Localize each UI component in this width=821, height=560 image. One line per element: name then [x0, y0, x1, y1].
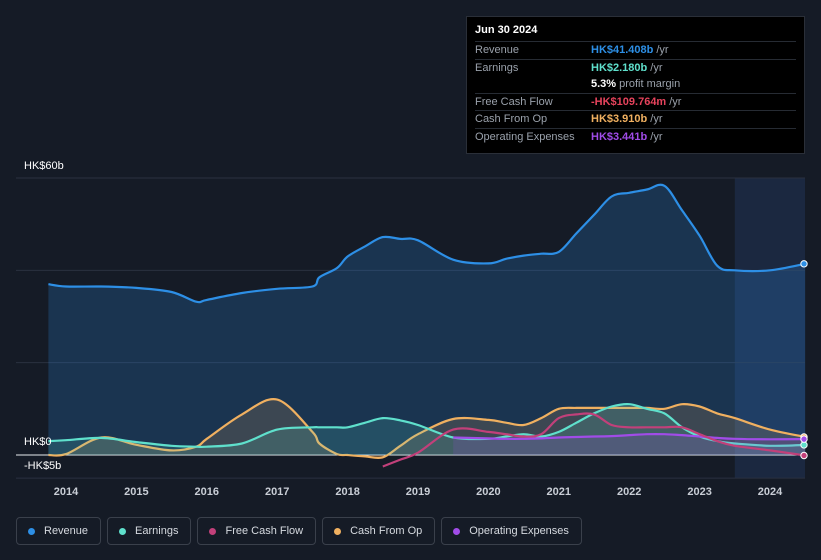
tooltip-row-unit: /yr	[650, 113, 663, 125]
tooltip-row: Free Cash Flow -HK$109.764m/yr	[475, 92, 796, 111]
free-cash-flow-end-marker	[800, 451, 808, 460]
tooltip-date: Jun 30 2024	[475, 24, 538, 36]
legend-label: Earnings	[135, 525, 179, 537]
operating-expenses-end-marker	[800, 435, 808, 443]
legend-label: Operating Expenses	[469, 525, 569, 537]
x-tick-label: 2024	[757, 486, 783, 498]
x-tick-label: 2023	[687, 486, 712, 498]
revenue-end-marker	[800, 260, 808, 268]
tooltip-row-label: Revenue	[475, 44, 520, 56]
legend-dot-icon	[28, 527, 35, 535]
operating-expenses-line	[453, 433, 806, 441]
legend-dot-icon	[119, 527, 127, 535]
x-tick-label: 2016	[194, 486, 220, 498]
x-tick-label: 2019	[405, 486, 431, 498]
x-tick-label: 2018	[335, 486, 360, 498]
legend-item-earnings[interactable]: Earnings	[107, 517, 192, 545]
tooltip-row-value: HK$2.180b	[591, 61, 648, 74]
tooltip-row: Revenue HK$41.408b/yr	[475, 41, 796, 59]
tooltip-row-value: 5.3%	[591, 78, 617, 90]
tooltip-row-label: Earnings	[475, 61, 519, 74]
tooltip-row-unit: profit margin	[619, 78, 681, 90]
tooltip-row-unit: /yr	[656, 44, 669, 56]
x-tick-label: 2021	[546, 486, 572, 498]
legend-item-operating-expenses[interactable]: Operating Expenses	[441, 517, 582, 545]
tooltip-row-value: HK$3.910b	[591, 113, 648, 125]
free-cash-flow-line	[382, 412, 806, 468]
legend-label: Revenue	[44, 525, 89, 537]
x-tick-label: 2017	[264, 486, 290, 498]
x-tick-label: 2014	[53, 486, 79, 498]
tooltip-row-value: -HK$109.764m	[591, 95, 667, 108]
revenue-line	[48, 183, 806, 304]
tooltip-row-value: HK$3.441b	[591, 130, 648, 143]
tooltip-row: Earnings HK$2.180b/yr	[475, 58, 796, 77]
y-axis-zero-label: HK$0	[24, 436, 52, 448]
x-tick-label: 2022	[616, 486, 642, 498]
tooltip-row-unit: /yr	[650, 61, 663, 74]
tooltip-row-label: Cash From Op	[475, 113, 548, 125]
chart-legend: Revenue Earnings Free Cash Flow Cash From O…	[16, 517, 582, 545]
x-tick-label: 2020	[476, 486, 501, 498]
chart-area	[16, 177, 808, 479]
tooltip-row: Operating Expenses HK$3.441b/yr	[475, 127, 796, 146]
tooltip-row-value: HK$41.408b	[591, 44, 654, 56]
y-axis-top-label: HK$60b	[24, 160, 64, 172]
legend-dot-icon	[209, 527, 217, 535]
data-tooltip: Jun 30 2024 Revenue HK$41.408b/yr Earnings…	[466, 16, 805, 154]
tooltip-row: 5.3% profit margin	[475, 76, 796, 93]
legend-item-revenue[interactable]: Revenue	[16, 517, 102, 545]
tooltip-row-label: Free Cash Flow	[475, 95, 553, 108]
highlight-band	[734, 178, 805, 479]
tooltip-row-label: Operating Expenses	[475, 130, 575, 143]
earnings-area	[48, 404, 806, 455]
revenue-area	[48, 184, 806, 456]
legend-item-cash-from-op[interactable]: Cash From Op	[322, 517, 436, 545]
legend-dot-icon	[453, 527, 461, 535]
legend-item-free-cash-flow[interactable]: Free Cash Flow	[197, 517, 317, 545]
legend-dot-icon	[334, 527, 342, 535]
y-axis-bottom-label: -HK$5b	[24, 460, 62, 472]
legend-label: Free Cash Flow	[225, 525, 304, 537]
legend-label: Cash From Op	[350, 525, 423, 537]
x-tick-label: 2015	[124, 486, 149, 498]
tooltip-row-unit: /yr	[650, 130, 663, 143]
tooltip-row-unit: /yr	[669, 95, 682, 108]
cash-from-op-line	[48, 398, 806, 460]
tooltip-row: Cash From Op HK$3.910b/yr	[475, 110, 796, 128]
tooltip-row-label	[475, 76, 591, 93]
